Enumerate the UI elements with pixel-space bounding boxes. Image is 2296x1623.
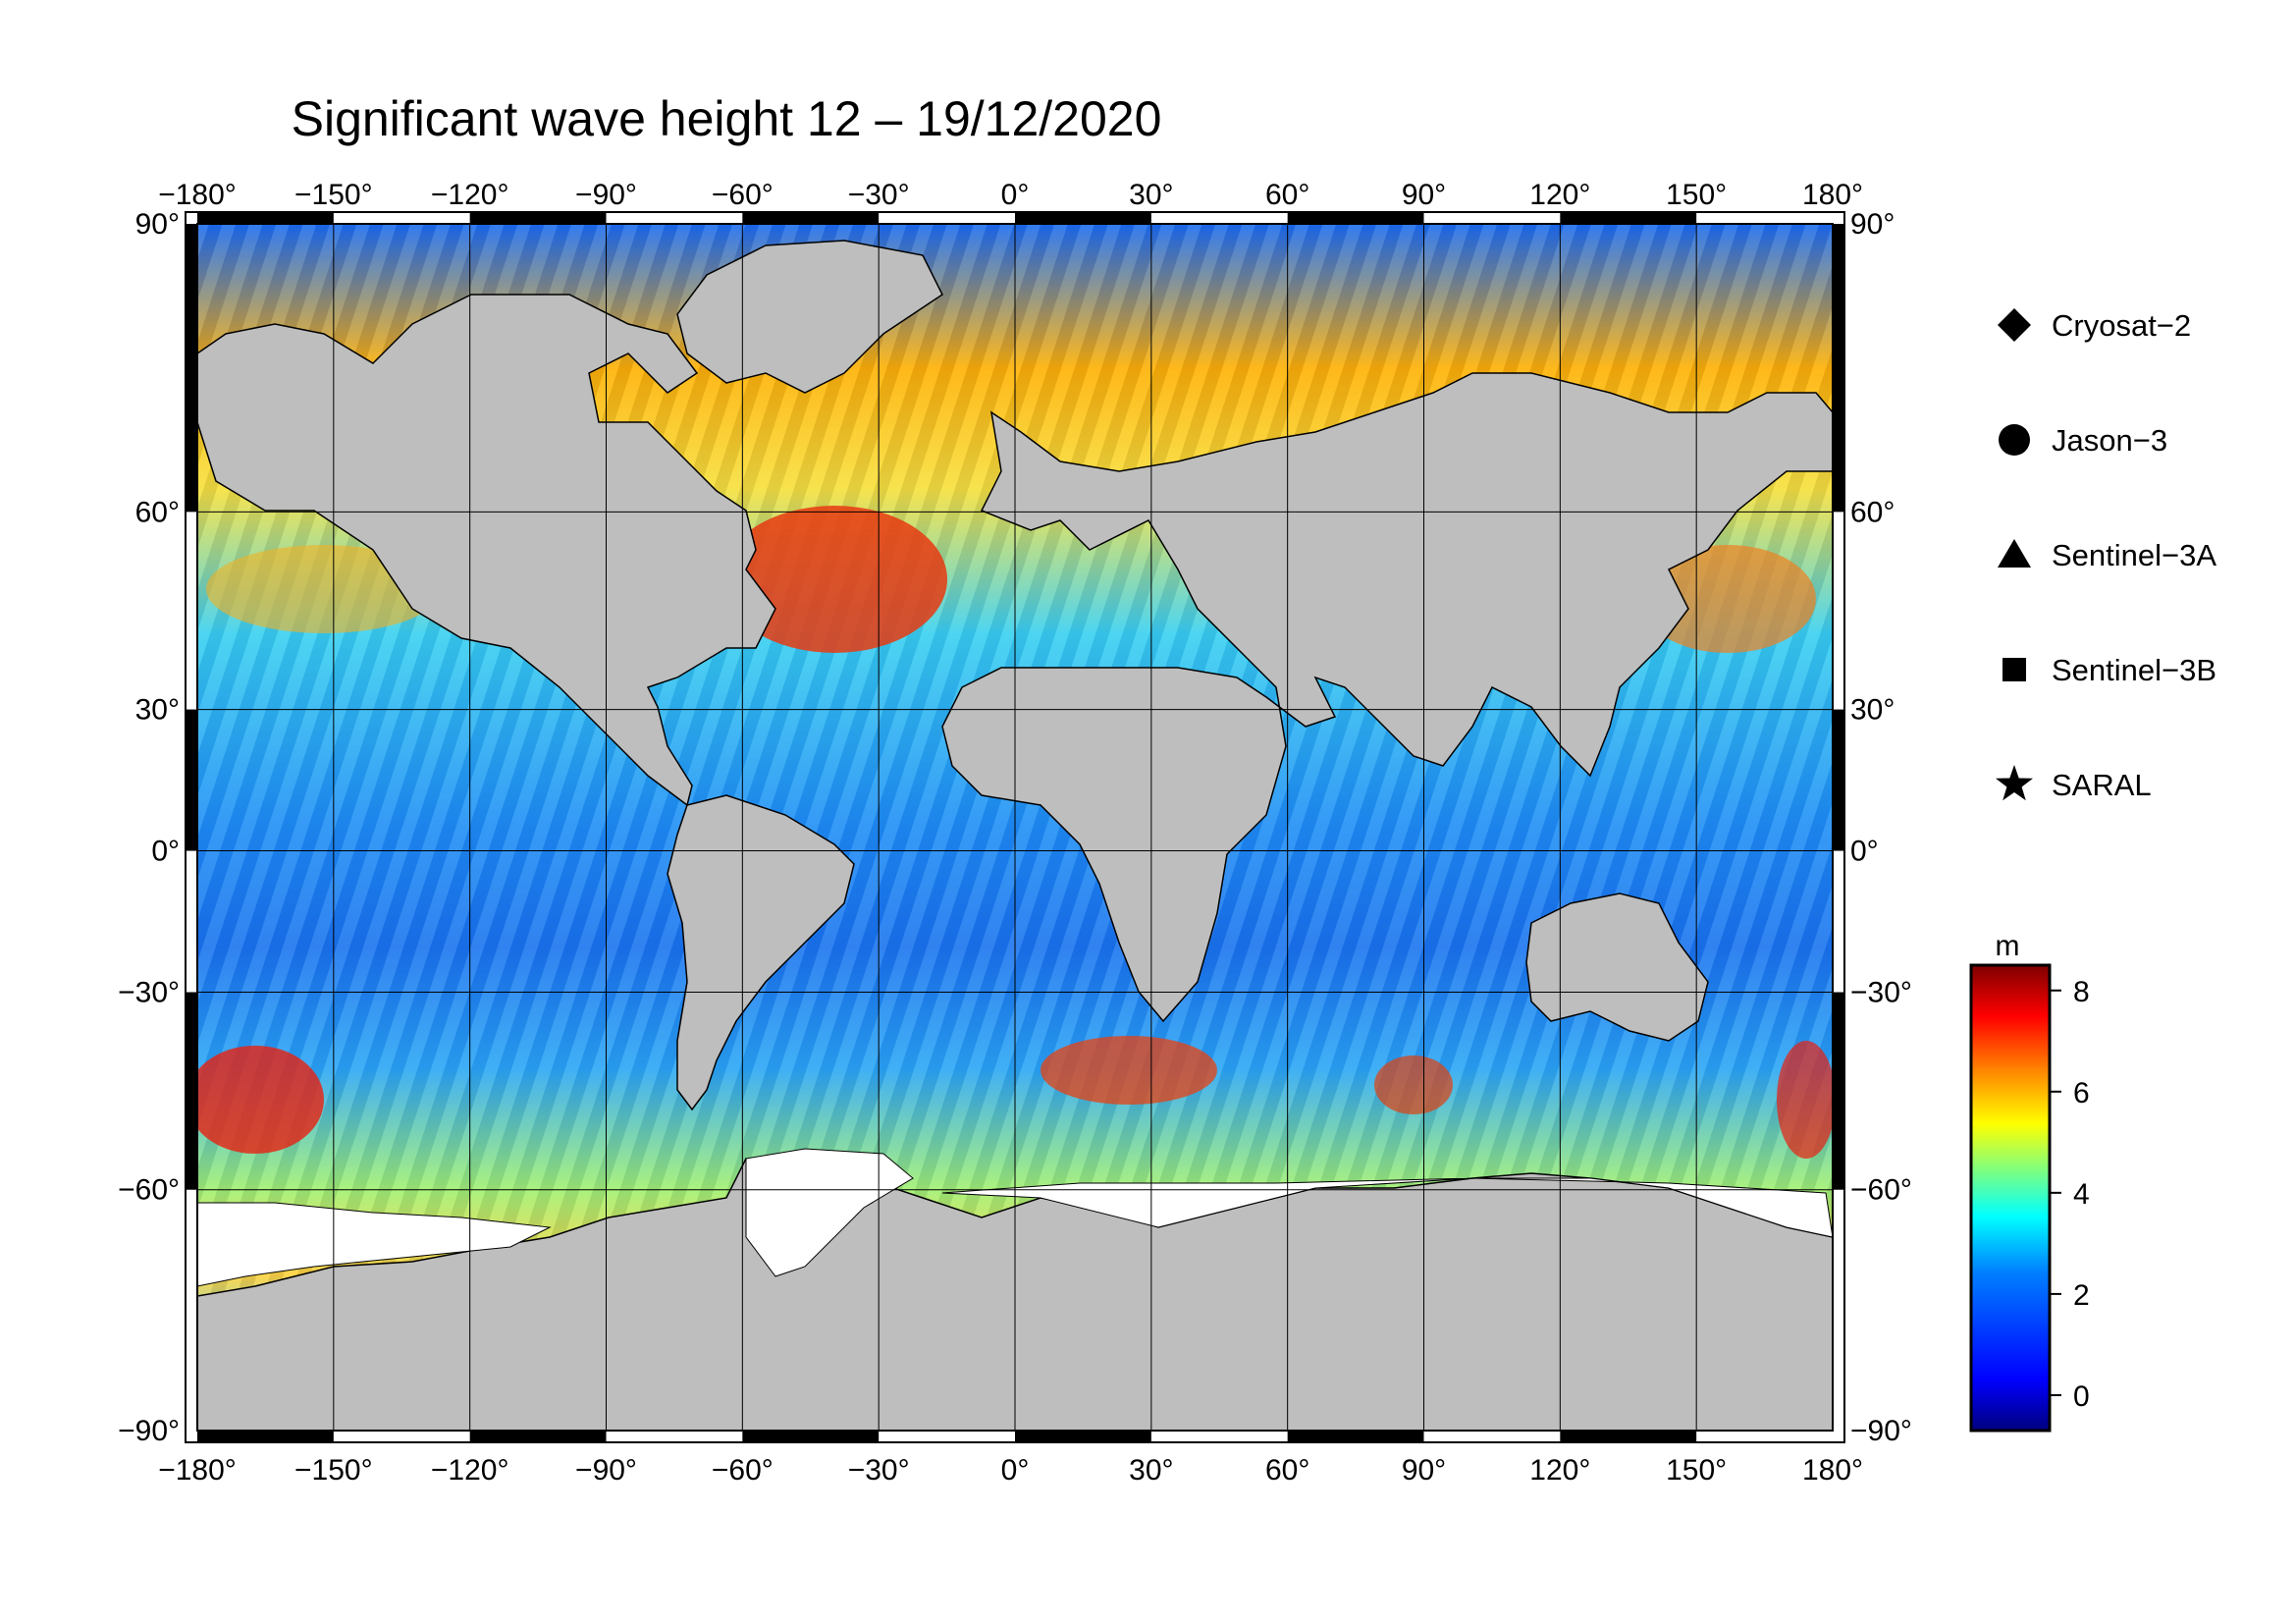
legend-label: SARAL <box>2052 768 2152 802</box>
south-america-land <box>667 794 855 1111</box>
frame-bar-bottom <box>197 1431 334 1442</box>
lon-tick-label-top: 180° <box>1802 179 1863 211</box>
high-wave-zones <box>197 506 1833 1159</box>
lon-tick-label-bottom: −180° <box>158 1454 237 1487</box>
lat-tick-label-right: 0° <box>1850 836 1879 868</box>
lon-tick-label-top: 60° <box>1265 179 1309 211</box>
colorbar-tick-label: 2 <box>2073 1279 2090 1312</box>
colorbar-ramp <box>1969 963 2052 1433</box>
legend-label: Sentinel−3A <box>2052 538 2216 572</box>
lon-tick-label-top: 150° <box>1666 179 1727 211</box>
lat-tick-label-left: 60° <box>135 496 180 528</box>
lat-tick-label-left: −60° <box>118 1174 180 1207</box>
lon-tick-label-top: −60° <box>712 179 774 211</box>
frame-bar-bottom <box>469 1431 607 1442</box>
eurasia-africa-land <box>941 372 1833 1023</box>
frame-bar-right <box>1833 709 1844 851</box>
lat-tick-label-right: 90° <box>1850 208 1895 241</box>
map-title: Significant wave height 12 – 19/12/2020 <box>291 91 1162 146</box>
lon-tick-label-bottom: −90° <box>575 1454 637 1487</box>
lon-tick-label-bottom: 180° <box>1802 1454 1863 1487</box>
north-america-land <box>197 294 776 807</box>
colorbar: m 0 2 4 6 8 <box>1969 930 2090 1433</box>
frame-bar-right <box>1833 992 1844 1190</box>
colorbar-unit: m <box>1996 930 2020 962</box>
lat-tick-label-right: −60° <box>1850 1174 1912 1207</box>
frame-bar-left <box>186 992 197 1190</box>
frame-bar-top <box>742 212 880 224</box>
frame-bar-right <box>1833 224 1844 513</box>
circle-marker-icon <box>1999 424 2030 456</box>
lon-tick-label-bottom: 30° <box>1129 1454 1173 1487</box>
lat-tick-label-left: 90° <box>135 208 180 241</box>
lon-tick-label-bottom: −30° <box>848 1454 910 1487</box>
lat-tick-label-right: 60° <box>1850 496 1895 528</box>
lat-tick-label-right: 30° <box>1850 694 1895 727</box>
colorbar-ticks: 0 2 4 6 8 <box>2050 976 2090 1413</box>
frame-bar-top <box>1015 212 1151 224</box>
lon-tick-label-bottom: 150° <box>1666 1454 1727 1487</box>
lon-tick-label-top: 0° <box>1001 179 1030 211</box>
australia-land <box>1525 893 1709 1042</box>
diamond-marker-icon <box>1998 308 2031 342</box>
triangle-marker-icon <box>1998 539 2031 568</box>
lat-tick-label-right: −30° <box>1850 977 1912 1009</box>
satellite-legend: Cryosat−2 Jason−3 Sentinel−3A Sentinel−3B SA… <box>1996 308 2216 802</box>
legend-item: Jason−3 <box>1999 423 2167 458</box>
weddell-sea-ice <box>745 1148 914 1277</box>
frame-bar-top <box>469 212 607 224</box>
lon-tick-label-top: −120° <box>431 179 509 211</box>
lon-tick-label-bottom: 0° <box>1001 1454 1030 1487</box>
legend-item: Sentinel−3A <box>1998 538 2216 572</box>
frame-bar-left <box>186 709 197 851</box>
lon-tick-label-top: −90° <box>575 179 637 211</box>
lon-tick-label-bottom: −150° <box>294 1454 373 1487</box>
colorbar-tick-label: 0 <box>2073 1380 2090 1413</box>
frame-bar-bottom <box>1560 1431 1697 1442</box>
lat-tick-label-left: −90° <box>118 1415 180 1447</box>
lat-tick-label-right: −90° <box>1850 1415 1912 1447</box>
legend-item: Sentinel−3B <box>2002 653 2216 687</box>
frame-bar-top <box>1287 212 1424 224</box>
lat-tick-label-left: 0° <box>151 836 180 868</box>
star-marker-icon <box>1996 765 2033 801</box>
sea-ice-areas <box>197 1148 1833 1287</box>
square-marker-icon <box>2002 658 2026 681</box>
lat-tick-label-left: −30° <box>118 977 180 1009</box>
legend-label: Jason−3 <box>2052 423 2167 458</box>
ross-sea-ice <box>197 1202 552 1287</box>
greenland-land <box>676 240 943 394</box>
legend-item: Cryosat−2 <box>1998 308 2191 343</box>
legend-label: Sentinel−3B <box>2052 653 2216 687</box>
lon-tick-label-top: 90° <box>1402 179 1446 211</box>
coordinate-labels: −180° −180° −150° −150° −120° −120° −90° −90° −6… <box>118 179 1912 1487</box>
lon-tick-label-bottom: 60° <box>1265 1454 1309 1487</box>
lon-tick-label-top: −150° <box>294 179 373 211</box>
frame-bar-top <box>197 212 334 224</box>
frame-bar-top <box>1560 212 1697 224</box>
legend-item: SARAL <box>1996 765 2152 802</box>
lon-tick-label-bottom: 90° <box>1402 1454 1446 1487</box>
lon-tick-label-top: −30° <box>848 179 910 211</box>
colorbar-tick-label: 4 <box>2073 1178 2090 1211</box>
map-frame <box>185 211 1845 1443</box>
frame-bar-bottom <box>1287 1431 1424 1442</box>
frame-bar-bottom <box>742 1431 880 1442</box>
lon-tick-label-top: 30° <box>1129 179 1173 211</box>
colorbar-tick-label: 8 <box>2073 976 2090 1008</box>
graticule <box>197 224 1833 1431</box>
lon-tick-label-bottom: −60° <box>712 1454 774 1487</box>
lon-tick-label-bottom: 120° <box>1529 1454 1590 1487</box>
frame-bar-left <box>186 224 197 513</box>
east-antarctic-ice <box>941 1177 1833 1238</box>
legend-label: Cryosat−2 <box>2052 308 2191 343</box>
lon-tick-label-top: −180° <box>158 179 237 211</box>
map-field <box>197 224 1833 1431</box>
colorbar-tick-label: 6 <box>2073 1077 2090 1109</box>
lon-tick-label-bottom: −120° <box>431 1454 509 1487</box>
lat-tick-label-left: 30° <box>135 694 180 727</box>
frame-bar-bottom <box>1015 1431 1151 1442</box>
lon-tick-label-top: 120° <box>1529 179 1590 211</box>
